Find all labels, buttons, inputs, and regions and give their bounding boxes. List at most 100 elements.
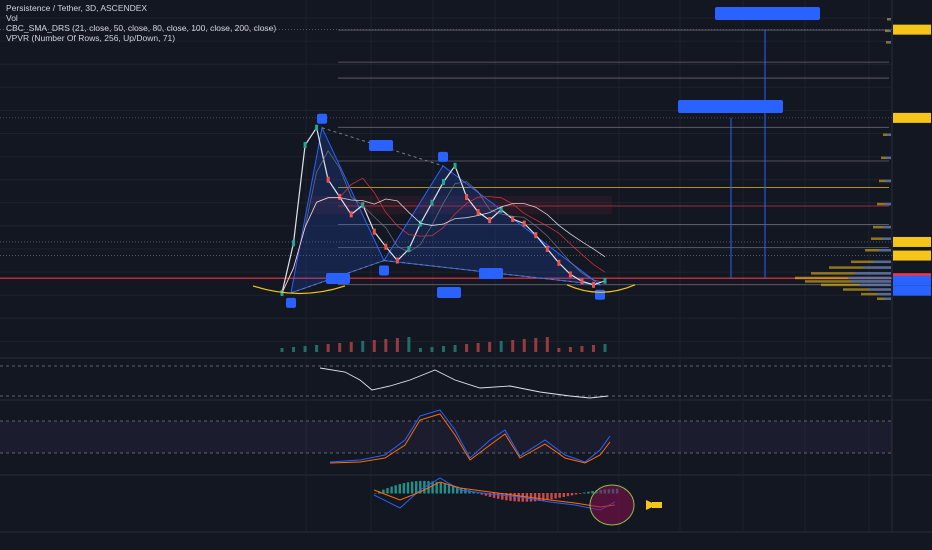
macd-histogram-bar	[513, 493, 516, 502]
price-candle	[303, 142, 307, 149]
macd-histogram-bar	[533, 493, 537, 502]
vp-bar-down	[879, 249, 891, 252]
pattern-point-badge	[438, 151, 448, 162]
price-candle	[580, 278, 584, 285]
volume-bar	[488, 342, 492, 352]
vp-bar-down	[888, 29, 891, 33]
macd-histogram-bar	[386, 488, 389, 494]
price-candle	[453, 162, 457, 169]
vp-bar-down	[869, 288, 891, 291]
low-curve	[252, 285, 346, 295]
macd-histogram-bar	[591, 491, 594, 494]
price-candle	[407, 246, 411, 252]
pattern-ratio-badge	[437, 287, 461, 298]
vp-bar-down	[886, 156, 891, 160]
grid-lines	[0, 0, 892, 532]
macd-histogram-bar	[406, 482, 410, 494]
price-candle	[315, 124, 319, 131]
price-candle	[522, 220, 526, 227]
volume-bar	[407, 337, 411, 352]
vp-bar-up	[879, 179, 891, 183]
macd-histogram-bar	[497, 493, 500, 499]
vpvr-indicator-label[interactable]: VPVR (Number Of Rows, 256, Up/Down, 71)	[6, 33, 176, 43]
vp-bar-up	[877, 297, 891, 301]
fib-zone	[312, 195, 612, 215]
macd-histogram-bar	[402, 483, 406, 494]
macd-histogram-bar	[542, 493, 545, 501]
macd-arrow-tail	[652, 502, 662, 508]
volume-bar	[395, 338, 399, 352]
vp-bar-up	[881, 156, 891, 160]
vp-bar-up	[865, 249, 891, 252]
price-flag	[893, 250, 931, 261]
macd-histogram-bar	[488, 493, 492, 497]
volume-bar	[499, 341, 503, 352]
price-candle	[349, 211, 353, 218]
vp-bar-down	[882, 225, 891, 229]
rsi-line	[319, 367, 609, 399]
harmonic-pattern	[286, 113, 605, 308]
price-candle	[603, 277, 607, 284]
vp-bar-up	[851, 260, 891, 264]
volume-bar	[384, 339, 388, 352]
vp-bar-up	[887, 18, 891, 21]
vp-bar-down	[889, 18, 891, 21]
macd-histogram-bar	[456, 486, 459, 494]
moving-average-line	[281, 150, 606, 294]
price-candle	[292, 240, 296, 247]
vp-bar-down	[863, 266, 891, 269]
pattern-point-badge	[595, 289, 605, 300]
price-candle	[465, 194, 469, 201]
macd-histogram-bar	[492, 493, 496, 498]
stoch-d-line	[329, 413, 611, 464]
pane-backgrounds	[0, 0, 932, 533]
vp-bar-up	[821, 283, 891, 287]
price-candle	[591, 281, 595, 288]
vp-bar-down	[882, 237, 891, 240]
macd-histogram-bar	[443, 483, 447, 494]
vp-bar-up	[795, 276, 891, 280]
macd-cross-highlight	[589, 484, 635, 526]
pattern-point-badge	[317, 113, 327, 124]
macd-histogram-bar	[550, 493, 553, 500]
volume-bar	[361, 341, 365, 352]
price-candle	[418, 220, 422, 227]
macd-histogram-bar	[410, 481, 414, 494]
vp-bar-up	[861, 292, 891, 296]
macd-histogram-bar	[435, 481, 438, 494]
volume-bar	[465, 344, 469, 352]
vp-bar-down	[888, 41, 891, 44]
vol-indicator-label[interactable]: Vol	[6, 13, 18, 23]
indicator-panes	[0, 365, 892, 526]
vp-bar-up	[829, 266, 891, 269]
vp-bar-up	[873, 225, 891, 229]
macd-histogram-bar	[382, 489, 385, 494]
price-candle	[372, 228, 376, 235]
macd-histogram-bar	[476, 492, 479, 494]
volume-bar	[292, 347, 296, 352]
volume-bar	[303, 346, 307, 352]
macd-arrow	[646, 500, 657, 510]
sma-indicator-label[interactable]: CBC_SMA_DRS (21, close, 50, close, 80, c…	[6, 23, 277, 33]
volume-bar	[315, 345, 319, 352]
macd-histogram-bar	[447, 484, 451, 494]
macd-histogram-bar	[570, 493, 574, 496]
volume-bar	[534, 338, 538, 352]
vp-bar-up	[811, 272, 891, 275]
volume-bar	[557, 348, 561, 352]
macd-histogram-bar	[505, 493, 508, 501]
vp-bar-down	[877, 292, 891, 296]
macd-histogram-bar	[431, 481, 434, 494]
macd-histogram-bar	[558, 493, 561, 498]
price-flag	[893, 24, 931, 35]
volume-bar	[280, 348, 284, 352]
symbol-title[interactable]: Persistence / Tether, 3D, ASCENDEX	[6, 3, 148, 13]
macd-histogram-bar	[439, 482, 442, 494]
price-flag	[893, 236, 931, 247]
vp-bar-down	[884, 297, 891, 301]
volume-bar	[453, 345, 457, 352]
vp-bar-down	[847, 276, 891, 280]
pattern-ratio-badge	[326, 273, 350, 284]
price-candle	[534, 232, 538, 239]
